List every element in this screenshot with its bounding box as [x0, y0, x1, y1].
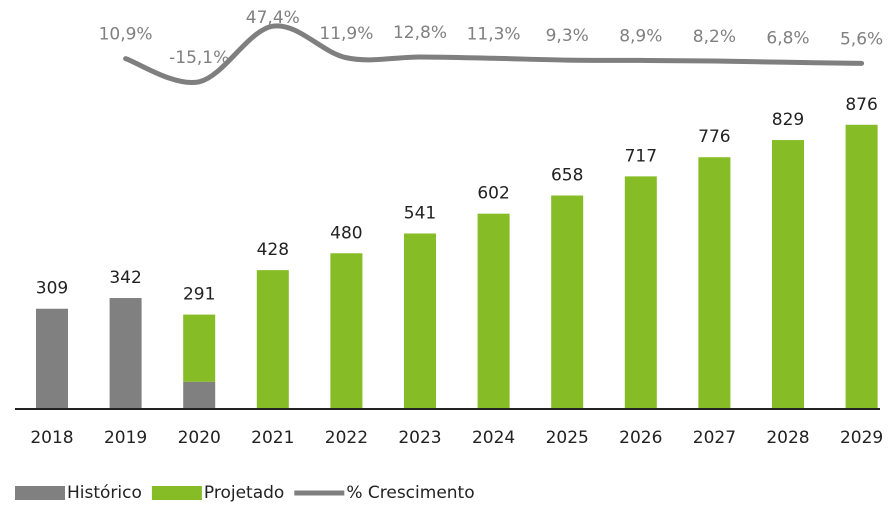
value-label: 291	[183, 285, 215, 305]
value-label: 776	[698, 127, 730, 147]
value-label: 658	[551, 166, 583, 186]
bar	[183, 381, 216, 409]
growth-label: 6,8%	[766, 28, 809, 48]
growth-label: 11,9%	[319, 24, 373, 44]
bar	[698, 157, 731, 409]
growth-label: -15,1%	[169, 48, 229, 68]
x-tick-label: 2028	[766, 428, 809, 448]
legend-swatch	[15, 486, 65, 500]
value-label: 309	[36, 279, 68, 299]
bar	[256, 270, 289, 409]
x-tick-label: 2021	[251, 428, 294, 448]
value-label: 876	[845, 95, 877, 115]
x-tick-label: 2026	[619, 428, 662, 448]
bar	[109, 298, 142, 409]
growth-label: 8,2%	[693, 27, 736, 47]
value-label: 342	[109, 268, 141, 288]
bar	[624, 176, 657, 409]
bar	[845, 124, 878, 409]
value-label: 717	[625, 146, 657, 166]
bar	[551, 195, 584, 409]
growth-label: 8,9%	[619, 26, 662, 46]
x-tick-label: 2029	[840, 428, 883, 448]
growth-line	[123, 23, 865, 86]
bar	[772, 140, 804, 409]
x-tick-label: 2022	[325, 428, 368, 448]
bar	[404, 233, 436, 409]
growth-label: 12,8%	[393, 23, 447, 43]
value-label: 480	[330, 223, 362, 243]
x-tick-label: 2018	[30, 428, 73, 448]
legend-swatch	[151, 486, 202, 500]
x-tick-label: 2019	[104, 428, 147, 448]
growth-label: 5,6%	[840, 29, 883, 49]
bar	[36, 308, 68, 409]
legend-label: Histórico	[67, 483, 142, 503]
legend-label: % Crescimento	[346, 483, 474, 503]
value-label: 541	[404, 203, 436, 223]
bar	[477, 213, 510, 409]
x-tick-label: 2027	[693, 428, 736, 448]
growth-label: 9,3%	[546, 26, 589, 46]
value-label: 428	[257, 240, 289, 260]
x-tick-label: 2025	[546, 428, 589, 448]
value-label: 602	[477, 184, 509, 204]
x-tick-label: 2023	[398, 428, 441, 448]
bar	[330, 253, 363, 409]
x-tick-label: 2020	[178, 428, 221, 448]
x-tick-label: 2024	[472, 428, 515, 448]
bar	[183, 314, 216, 382]
value-label: 829	[772, 110, 804, 130]
growth-label: 47,4%	[246, 8, 300, 28]
growth-label: 10,9%	[99, 25, 153, 45]
growth-label: 11,3%	[467, 24, 521, 44]
legend-label: Projetado	[204, 483, 284, 503]
